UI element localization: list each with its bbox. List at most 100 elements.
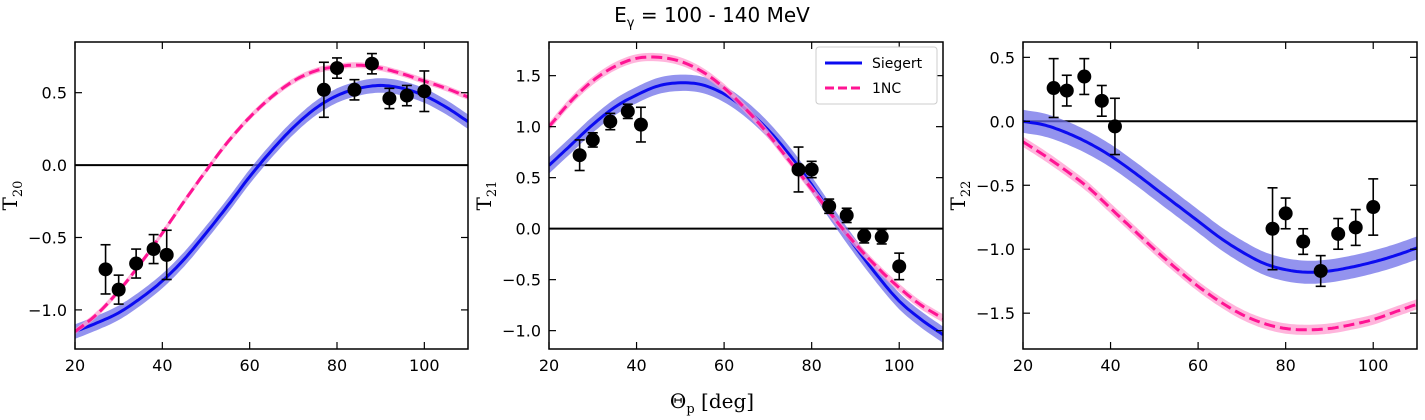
y-axis-label: T22	[946, 181, 974, 211]
data-marker	[1313, 263, 1328, 278]
data-point	[1313, 254, 1328, 288]
y-tick-label: −1.0	[976, 240, 1015, 259]
x-tick-label: 100	[1358, 356, 1389, 375]
data-marker	[1107, 119, 1122, 134]
data-point	[572, 139, 587, 172]
data-point	[791, 146, 806, 193]
curve-siegert	[75, 83, 468, 333]
data-marker	[1366, 200, 1381, 215]
data-point	[417, 70, 432, 113]
x-tick-label: 100	[409, 356, 440, 375]
data-marker	[572, 148, 587, 163]
data-marker	[399, 88, 414, 103]
panel-t21: 20 40 60 80 100 −1.0 −0.5 0.0 0.5 1.0 1.5 T21	[472, 41, 944, 375]
data-marker	[417, 84, 432, 99]
data-point	[316, 61, 331, 119]
x-tick-label: 60	[714, 356, 734, 375]
y-tick-label: 0.0	[990, 112, 1015, 131]
data-marker	[892, 259, 907, 274]
panel-t22: 20 40 60 80 100 −1.5 −1.0 −0.5 0.0 0.5 T22	[946, 41, 1418, 375]
legend-1nc-label: 1NC	[872, 81, 901, 97]
data-point	[1265, 187, 1280, 271]
data-point	[1278, 197, 1293, 230]
y-tick-label: −0.5	[976, 176, 1015, 195]
y-tick-label: 0.0	[42, 156, 67, 175]
data-point	[364, 52, 379, 75]
data-marker	[382, 91, 397, 106]
data-marker	[98, 262, 113, 277]
data-marker	[159, 247, 174, 262]
data-marker	[1094, 93, 1109, 108]
x-axis-label: Θp [deg]	[670, 389, 754, 417]
data-point	[382, 87, 397, 110]
y-tick-label: −0.5	[502, 271, 541, 290]
data-point	[330, 57, 344, 80]
data-marker	[347, 82, 362, 97]
y-axis-label: T20	[0, 181, 26, 211]
data-marker	[839, 208, 854, 223]
data-marker	[316, 82, 331, 97]
data-marker	[822, 199, 837, 214]
data-marker	[111, 282, 126, 297]
data-marker	[330, 61, 344, 76]
x-tick-label: 40	[1100, 356, 1120, 375]
curve-nc	[549, 55, 943, 320]
y-tick-label: −1.0	[502, 322, 541, 341]
y-tick-label: 1.5	[516, 67, 541, 86]
plot-area	[75, 52, 468, 339]
x-tick-label: 20	[65, 356, 85, 375]
data-point	[857, 227, 872, 244]
x-tick-label: 60	[239, 356, 259, 375]
data-point	[98, 243, 113, 295]
data-marker	[874, 229, 889, 244]
band-nc	[1023, 136, 1417, 335]
y-tick-label: 0.5	[42, 84, 67, 103]
band-nc	[549, 52, 943, 323]
curve-siegert	[1023, 119, 1417, 274]
axes-frame	[548, 41, 944, 350]
data-point	[1046, 57, 1061, 119]
data-point	[399, 84, 414, 107]
figure-title: Eγ = 100 - 140 MeV	[614, 3, 810, 31]
data-point	[1059, 74, 1074, 107]
data-marker	[364, 56, 379, 71]
data-point	[1107, 97, 1122, 156]
data-marker	[1046, 81, 1061, 96]
data-point	[1348, 208, 1363, 247]
data-point	[839, 207, 854, 224]
data-marker	[1296, 234, 1311, 249]
data-point	[874, 228, 889, 245]
data-marker	[791, 162, 806, 177]
data-point	[111, 274, 126, 305]
y-tick-label: −1.0	[28, 301, 67, 320]
data-point	[129, 248, 144, 279]
x-tick-label: 100	[884, 356, 915, 375]
x-tick-label: 20	[1013, 356, 1033, 375]
curve-nc	[75, 63, 468, 333]
band-siegert	[549, 74, 943, 343]
data-marker	[804, 162, 819, 177]
plot-area	[1023, 57, 1417, 335]
data-point	[822, 198, 837, 215]
axes-frame	[74, 41, 469, 350]
data-point	[1077, 57, 1092, 96]
band-nc	[75, 62, 468, 335]
data-point	[620, 103, 635, 120]
data-marker	[1331, 226, 1346, 241]
y-tick-label: 1.0	[516, 118, 541, 137]
x-tick-label: 80	[1275, 356, 1295, 375]
y-tick-label: 0.5	[516, 169, 541, 188]
data-point	[1331, 217, 1346, 251]
data-marker	[1059, 83, 1074, 98]
data-marker	[1348, 220, 1363, 235]
data-marker	[620, 104, 635, 119]
plot-area	[549, 52, 943, 343]
y-tick-label: −0.5	[28, 228, 67, 247]
x-tick-label: 20	[539, 356, 559, 375]
data-marker	[633, 117, 648, 132]
axes-frame	[1022, 41, 1418, 350]
data-point	[1296, 227, 1311, 256]
data-marker	[1265, 221, 1280, 236]
x-tick-label: 40	[626, 356, 646, 375]
